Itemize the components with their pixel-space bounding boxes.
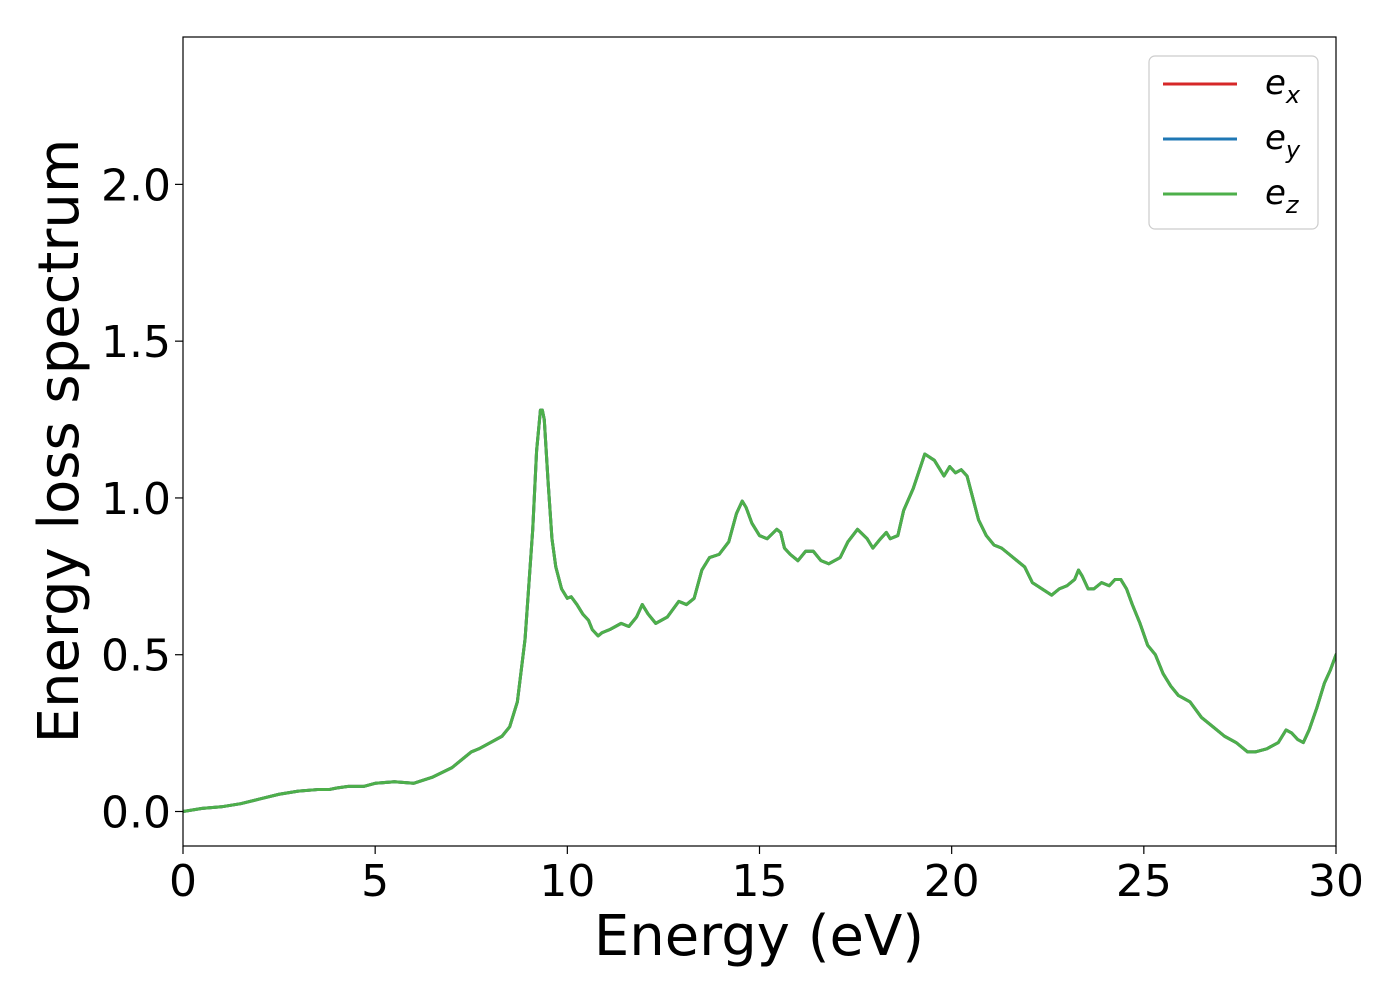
x-tick-label: 15 <box>732 856 788 907</box>
y-tick-label: 1.5 <box>101 317 171 368</box>
legend-label-x: ex <box>1265 63 1301 109</box>
x-tick-label: 5 <box>361 856 389 907</box>
legend-label-base: e <box>1265 63 1286 103</box>
legend-label-subscript: y <box>1285 136 1301 164</box>
series-line-e_x <box>183 408 1336 814</box>
x-tick-label: 20 <box>924 856 980 907</box>
x-tick-label: 30 <box>1308 856 1364 907</box>
legend-label-base: e <box>1265 173 1286 213</box>
legend-label-y: ey <box>1265 118 1301 164</box>
x-axis-ticks: 0 5 10 15 20 25 30 <box>169 846 1364 907</box>
legend-label-subscript: z <box>1285 191 1300 219</box>
legend-label-z: ez <box>1265 173 1300 219</box>
series-lines <box>183 408 1336 814</box>
series-line-e_y <box>183 408 1336 814</box>
x-tick-label: 25 <box>1116 856 1172 907</box>
legend-box <box>1148 55 1319 230</box>
y-axis-title: Energy loss spectrum <box>27 139 92 744</box>
x-axis-title: Energy (eV) <box>594 904 924 969</box>
y-tick-label: 1.0 <box>101 474 171 525</box>
x-tick-label: 0 <box>169 856 197 907</box>
y-tick-label: 2.0 <box>101 160 171 211</box>
y-tick-label: 0.5 <box>101 631 171 682</box>
x-tick-label: 10 <box>539 856 595 907</box>
legend-label-base: e <box>1265 118 1286 158</box>
y-tick-label: 0.0 <box>101 788 171 839</box>
y-axis-ticks: 0.0 0.5 1.0 1.5 2.0 <box>101 160 183 839</box>
legend-label-subscript: x <box>1285 81 1301 109</box>
series-line-e_z <box>183 408 1336 814</box>
